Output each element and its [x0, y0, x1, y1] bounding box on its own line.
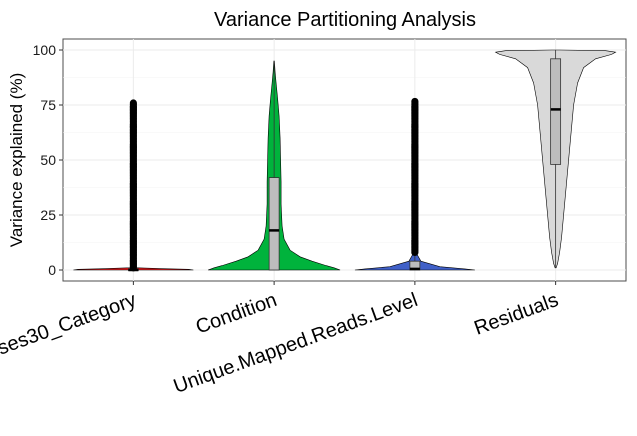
violin-group	[73, 99, 194, 272]
x-axis-ticks: ses30_Category ConditionUnique.Mapped.Rea…	[0, 281, 561, 398]
y-axis-ticks: 0 25 50 75 100	[33, 42, 63, 278]
violin-group	[354, 97, 475, 271]
y-tick-label: 0	[48, 262, 56, 278]
x-tick-label: Residuals	[471, 289, 561, 340]
x-tick-label: Unique.Mapped.Reads.Level	[171, 289, 421, 398]
violin-group	[494, 49, 617, 269]
chart-title: Variance Partitioning Analysis	[214, 9, 476, 31]
box-iqr	[550, 58, 562, 165]
y-tick-label: 50	[40, 152, 56, 168]
outlier-point	[129, 99, 137, 107]
box-iqr	[268, 177, 280, 271]
outlier-point	[411, 97, 419, 106]
violin-group	[207, 60, 341, 271]
outlier-points	[129, 99, 137, 272]
y-tick-label: 100	[33, 42, 57, 58]
outlier-points	[411, 97, 419, 256]
y-tick-label: 75	[40, 97, 56, 113]
x-tick-label: Condition	[193, 289, 280, 339]
x-tick-label: ses30_Category	[0, 289, 139, 359]
violin-layer	[73, 49, 617, 272]
y-tick-label: 25	[40, 207, 56, 223]
y-axis-label: Variance explained (%)	[7, 73, 26, 248]
